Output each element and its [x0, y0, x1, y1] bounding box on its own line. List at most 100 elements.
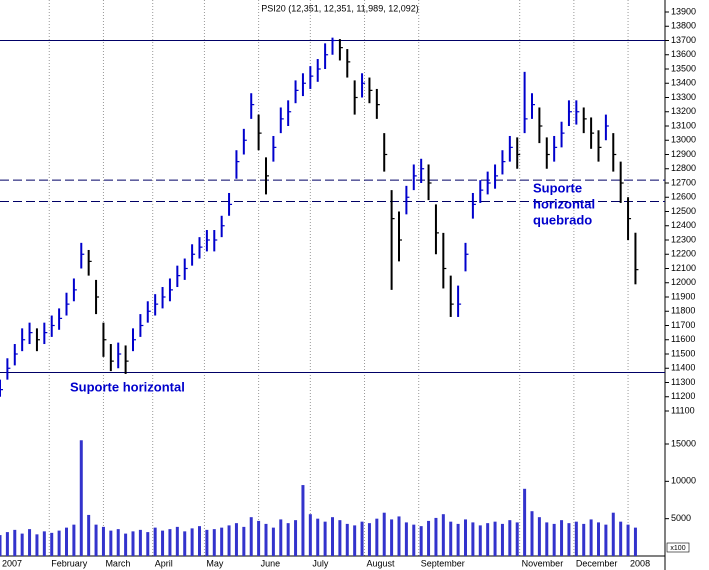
- volume-bar: [360, 521, 364, 556]
- volume-bar: [537, 517, 541, 556]
- annotation: Suporte horizontal: [70, 379, 185, 394]
- y-tick-label: 12100: [671, 263, 696, 273]
- y-tick-label: 11600: [671, 334, 695, 344]
- volume-bar: [404, 522, 408, 556]
- x-tick-label: 2007: [2, 558, 22, 568]
- y-tick-label: 12000: [671, 277, 696, 287]
- volume-bar: [419, 526, 423, 556]
- y-tick-label: 13100: [671, 120, 696, 130]
- y-tick-label: 11400: [671, 363, 695, 373]
- volume-bar: [493, 521, 497, 556]
- volume-bar: [338, 520, 342, 556]
- y-tick-label: 12600: [671, 192, 696, 202]
- chart-title: PSI20 (12,351, 12,351, 11,989, 12,092): [261, 3, 418, 13]
- x-tick-label: March: [105, 558, 130, 568]
- volume-bar: [175, 526, 179, 556]
- x-tick-label: 2008: [630, 558, 650, 568]
- volume-bar: [57, 530, 61, 556]
- y-tick-label: 11200: [671, 391, 695, 401]
- y-tick-label: 12700: [671, 177, 696, 187]
- unit-label: x100: [670, 545, 685, 552]
- volume-bar: [294, 520, 298, 556]
- volume-bar: [574, 521, 578, 556]
- y-tick-label: 13300: [671, 92, 696, 102]
- y-tick-label: 11100: [671, 405, 695, 415]
- y-tick-label: 10000: [671, 476, 696, 486]
- volume-bar: [508, 520, 512, 556]
- volume-bar: [464, 519, 467, 556]
- volume-bar: [301, 485, 305, 556]
- volume-bar: [353, 525, 357, 556]
- volume-bar: [72, 524, 76, 556]
- volume-bar: [161, 530, 165, 556]
- volume-bar: [198, 526, 201, 556]
- volume-bar: [116, 529, 120, 556]
- volume-bar: [279, 519, 283, 556]
- unit-box: [666, 542, 690, 553]
- volume-bar: [271, 527, 275, 556]
- volume-bar: [286, 523, 290, 556]
- x-tick-label: November: [522, 558, 564, 568]
- volume-bar: [308, 514, 312, 556]
- volume-bar: [5, 532, 9, 556]
- volume-bar: [427, 520, 431, 556]
- annotation: horizontal: [533, 196, 595, 211]
- y-tick-label: 11300: [671, 377, 695, 387]
- volume-bar: [323, 521, 327, 556]
- volume-bar: [375, 518, 379, 556]
- volume-bar: [345, 523, 349, 556]
- volume-bar: [611, 512, 615, 556]
- volume-bar: [227, 525, 231, 556]
- x-tick-label: May: [206, 558, 224, 568]
- volume-bar: [94, 524, 98, 556]
- volume-bar: [153, 527, 157, 556]
- volume-bar: [604, 524, 608, 556]
- volume-bar: [190, 528, 194, 556]
- volume-bar: [0, 535, 2, 556]
- y-tick-label: 13600: [671, 49, 696, 59]
- y-tick-label: 11500: [671, 348, 695, 358]
- x-tick-label: February: [51, 558, 88, 568]
- volume-bar: [124, 533, 128, 556]
- volume-bar: [552, 523, 556, 556]
- volume-bar: [50, 532, 54, 556]
- y-tick-label: 13800: [671, 21, 696, 31]
- volume-bar: [79, 440, 83, 556]
- volume-bar: [597, 522, 600, 556]
- volume-bar: [35, 534, 39, 556]
- volume-bar: [515, 522, 519, 556]
- volume-bar: [146, 532, 150, 556]
- volume-bar: [109, 530, 113, 556]
- x-tick-label: July: [312, 558, 329, 568]
- y-tick-label: 12500: [671, 206, 696, 216]
- y-tick-label: 13400: [671, 78, 696, 88]
- volume-bar: [367, 523, 371, 556]
- volume-bar: [449, 521, 453, 556]
- y-tick-label: 12400: [671, 220, 696, 230]
- y-tick-label: 13200: [671, 106, 696, 116]
- volume-bar: [183, 531, 187, 556]
- volume-bar: [242, 526, 246, 556]
- volume-bar: [13, 529, 17, 556]
- volume-bar: [530, 511, 534, 556]
- volume-bar: [486, 523, 490, 556]
- y-tick-label: 5000: [671, 513, 691, 523]
- x-tick-label: June: [261, 558, 281, 568]
- y-tick-label: 13500: [671, 63, 696, 73]
- volume-bar: [441, 514, 445, 556]
- volume-bar: [390, 519, 394, 556]
- volume-bar: [234, 523, 238, 556]
- annotation: quebrado: [533, 212, 592, 227]
- volume-bar: [168, 529, 172, 556]
- volume-bar: [589, 519, 593, 556]
- volume-bar: [131, 531, 135, 556]
- volume-bar: [523, 488, 527, 556]
- volume-bar: [212, 529, 216, 556]
- volume-bar: [456, 523, 460, 556]
- volume-bar: [619, 521, 623, 556]
- volume-bar: [567, 523, 571, 556]
- x-tick-label: August: [367, 558, 396, 568]
- volume-bar: [28, 529, 32, 556]
- volume-bar: [412, 524, 416, 556]
